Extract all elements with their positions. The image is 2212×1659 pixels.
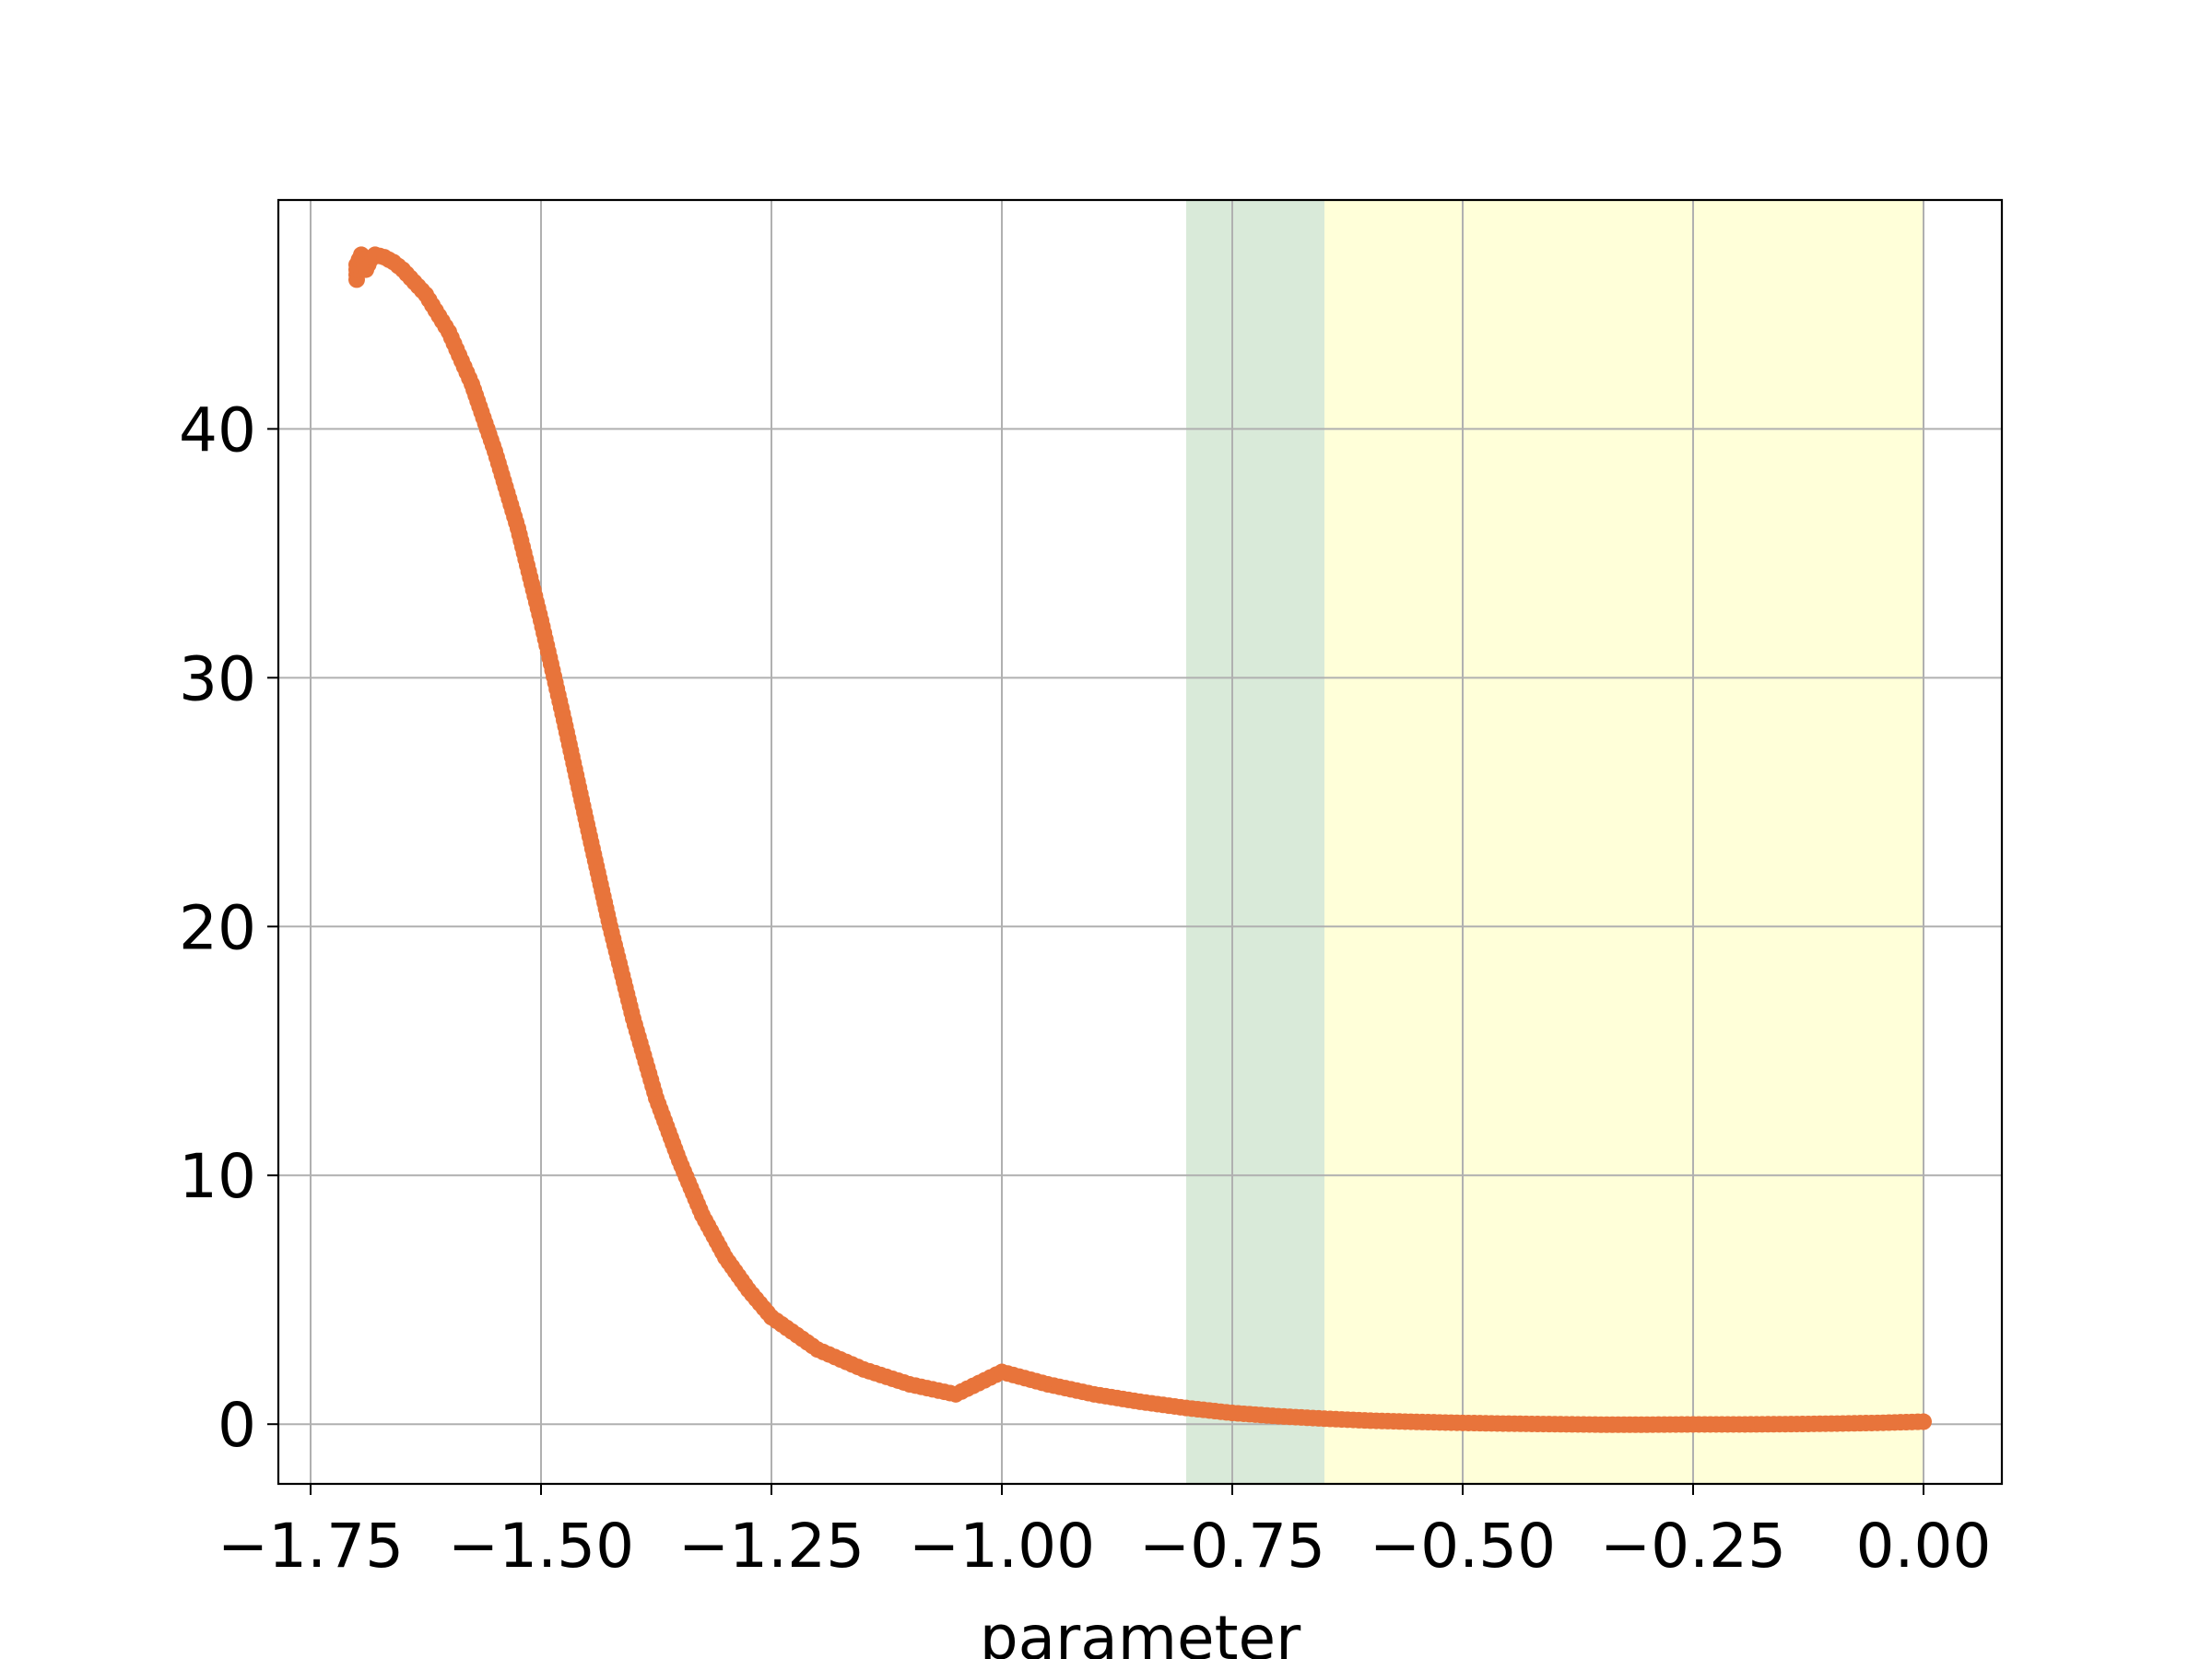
x-tick-label: 0.00	[1856, 1511, 1992, 1582]
x-tick-label: −1.50	[448, 1511, 634, 1582]
x-tick-label: −1.75	[218, 1511, 404, 1582]
y-tick-label: 10	[179, 1141, 256, 1212]
x-tick-label: −1.00	[909, 1511, 1095, 1582]
y-tick-label: 20	[179, 892, 256, 963]
grid-lines	[278, 200, 2002, 1484]
highlight-bands	[1186, 200, 1924, 1484]
x-tick-label: −0.25	[1600, 1511, 1786, 1582]
y-axis-ticks: 0 10 20 30 40	[179, 394, 278, 1461]
highlight-band-0	[1186, 200, 1324, 1484]
x-axis-ticks: −1.75 −1.50 −1.25 −1.00 −0.75 −0.50 −0.25 0.00	[218, 1484, 1992, 1582]
y-tick-label: 0	[218, 1390, 256, 1461]
data-point	[1915, 1413, 1932, 1430]
data-points	[348, 246, 1932, 1433]
plot-area-frame	[276, 198, 2004, 1486]
x-tick-label: −1.25	[678, 1511, 865, 1582]
x-tick-label: −0.75	[1139, 1511, 1325, 1582]
y-tick-label: 30	[179, 643, 256, 714]
highlight-band-1	[1324, 200, 1924, 1484]
x-axis-label: parameter	[980, 1603, 1301, 1659]
y-tick-label: 40	[179, 394, 256, 465]
x-tick-label: −0.50	[1370, 1511, 1556, 1582]
